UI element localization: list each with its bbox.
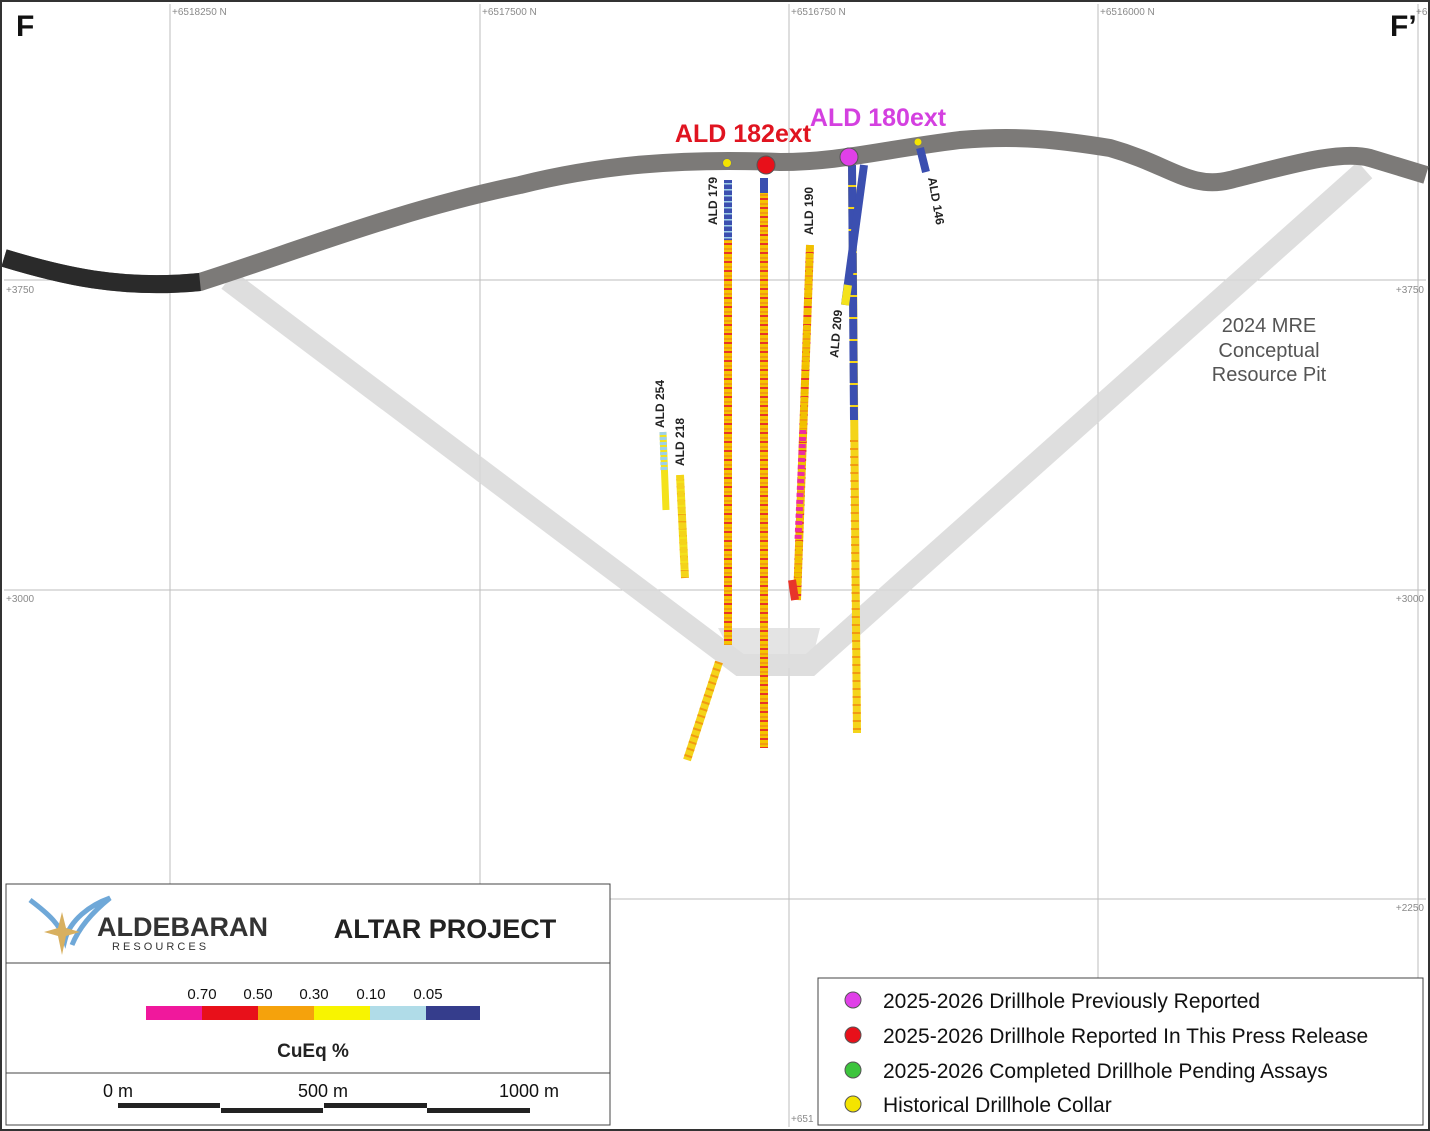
legend: 2025-2026 Drillhole Previously Reported … [817, 977, 1424, 1126]
hole-label: ALD 190 [802, 187, 816, 235]
drillholes [659, 147, 930, 762]
northing: +6517500 N [482, 7, 537, 18]
pit-label-line: 2024 MRE [1222, 315, 1317, 337]
northing: +6516000 N [1100, 7, 1155, 18]
collar-reported [756, 155, 776, 175]
title-box [5, 883, 611, 1126]
grid-labels: +6518250 N +6517500 N +6516750 N +651600… [6, 7, 1428, 1125]
hole-180ext-stripes [850, 439, 861, 734]
collar-historical [722, 158, 732, 168]
title-block: ALDEBARAN R E S O U R C E S ALTAR PROJEC… [5, 883, 611, 1126]
logo-star [44, 912, 80, 955]
hole-254-top [659, 431, 668, 471]
hole-146 [916, 147, 930, 173]
grade-threshold: 0.70 [187, 986, 216, 1003]
section-end: F’ [1390, 10, 1417, 43]
pit-label-line: Resource Pit [1212, 364, 1327, 386]
hole-209-end [841, 284, 852, 306]
collar-historical [913, 137, 923, 147]
legend-entry: 2025-2026 Completed Drillhole Pending As… [883, 1060, 1328, 1083]
grade-threshold: 0.05 [413, 986, 442, 1003]
pit-floor [718, 628, 820, 668]
logo-mark [28, 895, 112, 949]
hole-label: ALD 209 [827, 309, 845, 358]
grade-threshold: 0.50 [243, 986, 272, 1003]
grade-threshold: 0.30 [299, 986, 328, 1003]
terrain-shadow [1, 249, 201, 294]
northing: +651 [791, 1114, 814, 1125]
hole-179 [724, 180, 732, 645]
elevation: +3750 [6, 285, 35, 296]
logo-name: ALDEBARAN [97, 912, 268, 942]
hole-209 [841, 164, 868, 306]
grade-title: CuEq % [277, 1041, 349, 1062]
logo-sub: R E S O U R C E S [112, 941, 206, 953]
legend-entry: 2025-2026 Drillhole Previously Reported [883, 990, 1260, 1013]
scale-label: 1000 m [499, 1081, 559, 1101]
hole-180ext-top [848, 164, 858, 421]
elevation: +3000 [6, 594, 35, 605]
section-start: F [16, 10, 34, 43]
hole-label: ALD 218 [673, 418, 687, 466]
hole-label: ALD 180ext [810, 104, 947, 132]
hole-182ext [760, 178, 768, 748]
elevation: +3000 [1396, 594, 1425, 605]
legend-box [817, 977, 1424, 1126]
scale-label: 500 m [298, 1081, 348, 1101]
hole-182ext-top [760, 178, 768, 193]
hole-190-stripes [793, 244, 814, 601]
terrain [1, 129, 1429, 294]
legend-entry: Historical Drillhole Collar [883, 1094, 1112, 1117]
project-title: ALTAR PROJECT [334, 914, 557, 944]
elevation: +2250 [1396, 903, 1425, 914]
northing: +6516750 N [791, 7, 846, 18]
hole-190-high [794, 429, 807, 541]
collar-previous [839, 147, 859, 167]
hole-label: ALD 179 [706, 177, 720, 225]
legend-entry: 2025-2026 Drillhole Reported In This Pre… [883, 1025, 1368, 1048]
scale-label: 0 m [103, 1081, 133, 1101]
hole-label: ALD 182ext [675, 120, 812, 148]
northing: +6518250 N [172, 7, 227, 18]
hole-179-top [724, 180, 732, 240]
hole-inclined-stripes [683, 660, 723, 762]
grade-threshold: 0.10 [356, 986, 385, 1003]
hole-218-stripes [676, 474, 689, 579]
hole-190-end [788, 579, 799, 601]
hole-254 [659, 431, 670, 511]
pit-label: 2024 MRE Conceptual Resource Pit [1212, 315, 1327, 386]
northing: +6 [1416, 7, 1428, 18]
pit-label-line: Conceptual [1218, 340, 1319, 362]
hole-label: ALD 254 [653, 380, 667, 428]
elevation: +3750 [1396, 285, 1425, 296]
